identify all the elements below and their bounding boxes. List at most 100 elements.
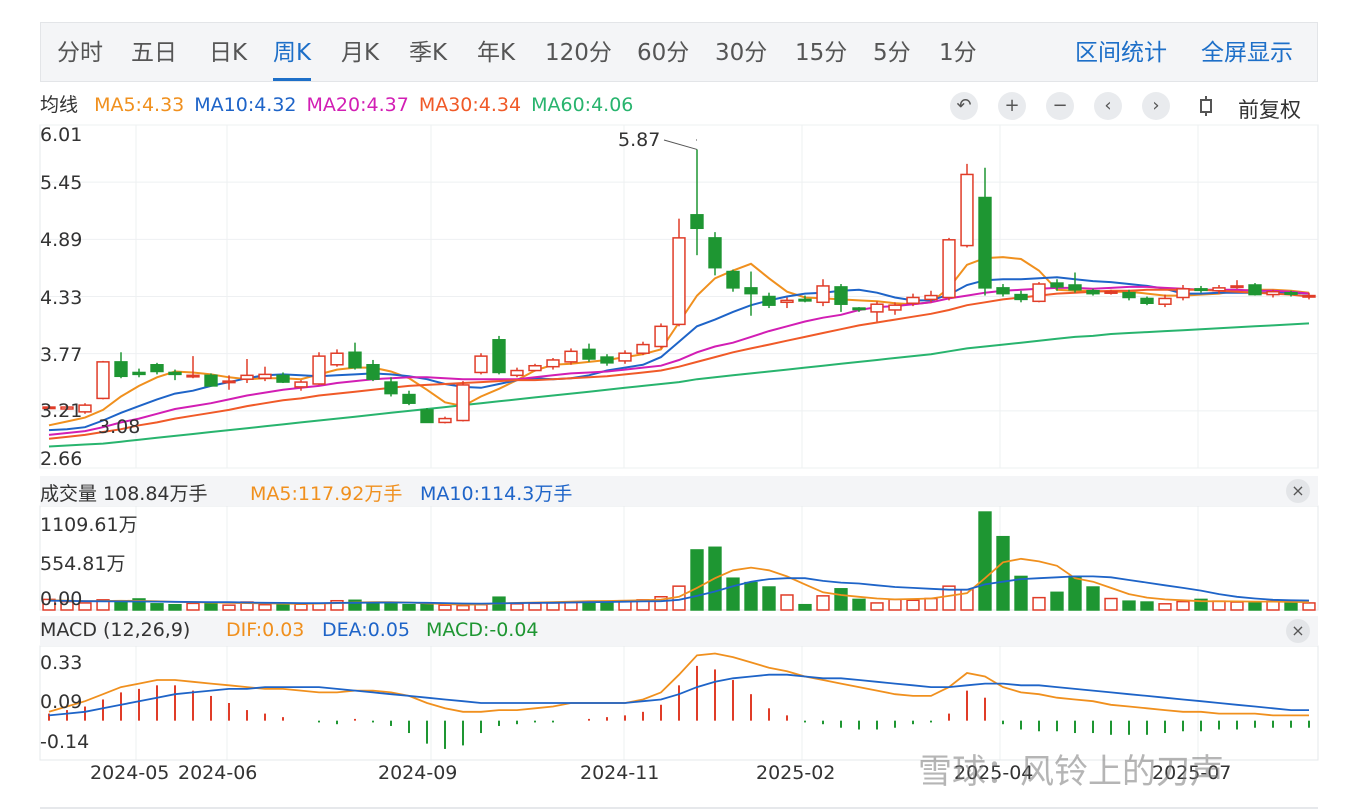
candle-down xyxy=(582,348,596,360)
volume-bar-up xyxy=(474,603,488,611)
period-tab-bar: 分时 五日 日K 周K 月K 季K 年K 120分 60分 30分 15分 5分 1分 区间统计 全屏显示 xyxy=(40,22,1318,82)
volume-legend-ma5: MA5:117.92万手 xyxy=(250,483,403,505)
price-tick-label: 6.01 xyxy=(40,124,83,146)
volume-bar-down xyxy=(114,600,128,611)
volume-bar-up xyxy=(1212,600,1226,611)
candle-up xyxy=(474,355,488,374)
volume-bar-down xyxy=(1122,600,1136,611)
candle-up xyxy=(942,239,956,299)
volume-bar-down xyxy=(384,603,398,611)
candle-up xyxy=(330,352,344,366)
tab-3[interactable]: 日K xyxy=(209,40,248,66)
ma-line-ma20 xyxy=(48,285,1310,436)
candle-up xyxy=(1212,287,1226,292)
undo-icon[interactable]: ↶ xyxy=(950,92,978,120)
candle-up xyxy=(222,380,236,384)
volume-bar-down xyxy=(1284,601,1298,611)
tab-4[interactable]: 周K xyxy=(273,23,312,83)
volume-bar-up xyxy=(222,604,236,611)
volume-bar-up xyxy=(438,604,452,611)
price-tick-label: 3.77 xyxy=(40,344,83,366)
minus-icon[interactable]: − xyxy=(1046,92,1074,120)
chevron-right-icon[interactable]: › xyxy=(1142,92,1170,120)
candle-up xyxy=(780,299,794,304)
close-macd-icon[interactable]: × xyxy=(1286,619,1310,643)
tab-2[interactable]: 五日 xyxy=(131,40,177,66)
price-tick-label: 2.66 xyxy=(40,448,83,470)
volume-bar-down xyxy=(1248,602,1262,611)
adjust-mode-button[interactable]: 前复权 xyxy=(1238,98,1301,122)
ma-legend-item: MA10:4.32 xyxy=(194,94,297,116)
candle-down xyxy=(150,364,164,373)
candle-up xyxy=(312,355,326,385)
volume-bar-up xyxy=(330,599,344,611)
volume-ma-line-ma10 xyxy=(48,575,1310,605)
volume-bar-up xyxy=(816,595,830,611)
candle-down xyxy=(204,374,218,387)
candle-up xyxy=(1158,297,1172,305)
tab-6[interactable]: 季K xyxy=(409,40,448,66)
candle-down xyxy=(1140,297,1154,304)
volume-legend-bar: 成交量 108.84万手 MA5:117.92万手 MA10:114.3万手 × xyxy=(40,476,1318,506)
candle-up xyxy=(1302,294,1316,298)
volume-tick-label: 554.81万 xyxy=(40,553,126,575)
ma-legend-item: MA30:4.34 xyxy=(418,94,522,116)
tab-12[interactable]: 5分 xyxy=(873,40,911,66)
volume-bar-up xyxy=(456,604,470,611)
candle-up xyxy=(456,384,470,422)
fullscreen-button[interactable]: 全屏显示 xyxy=(1201,40,1293,66)
volume-bar-up xyxy=(942,585,956,611)
volume-bar-up xyxy=(564,601,578,611)
candle-down xyxy=(762,295,776,306)
volume-bar-up xyxy=(1230,601,1244,611)
tab-10[interactable]: 30分 xyxy=(715,40,768,66)
macd-panel-frame xyxy=(39,645,1319,761)
volume-bar-down xyxy=(1140,601,1154,611)
tab-7[interactable]: 年K xyxy=(477,40,516,66)
volume-bar-down xyxy=(348,599,362,611)
volume-bar-up xyxy=(1158,603,1172,611)
candle-up xyxy=(78,404,92,413)
candlestick-icon[interactable] xyxy=(1192,92,1220,120)
range-stats-button[interactable]: 区间统计 xyxy=(1075,40,1167,66)
date-tick-label: 2025-07 xyxy=(1152,762,1232,784)
tab-5[interactable]: 月K xyxy=(341,40,380,66)
volume-bar-down xyxy=(726,577,740,611)
candle-up xyxy=(636,343,650,354)
plus-icon[interactable]: + xyxy=(998,92,1026,120)
candle-up xyxy=(654,325,668,348)
macd-tick-label: 0.09 xyxy=(40,691,83,713)
volume-bar-up xyxy=(924,597,938,611)
price-tick-label: 5.45 xyxy=(40,172,83,194)
volume-bar-up xyxy=(654,596,668,611)
candle-up xyxy=(1230,285,1244,289)
candle-up xyxy=(240,374,254,380)
volume-bar-up xyxy=(1104,597,1118,611)
candle-up xyxy=(546,359,560,368)
tab-8[interactable]: 120分 xyxy=(545,40,612,66)
price-tick-label: 3.21 xyxy=(40,400,83,422)
tab-9[interactable]: 60分 xyxy=(637,40,690,66)
volume-bar-down xyxy=(402,603,416,611)
volume-bar-down xyxy=(834,588,848,611)
tab-13[interactable]: 1分 xyxy=(939,40,977,66)
max-price-annotation: 5.87 xyxy=(618,129,661,151)
volume-bar-up xyxy=(1032,596,1046,611)
tab-1[interactable]: 分时 xyxy=(57,40,103,66)
candle-down xyxy=(1122,291,1136,299)
close-volume-icon[interactable]: × xyxy=(1286,479,1310,503)
tab-11[interactable]: 15分 xyxy=(795,40,848,66)
candle-down xyxy=(1248,284,1262,296)
candle-up xyxy=(924,294,938,301)
min-price-annotation: 3.08 xyxy=(98,416,141,438)
volume-bar-down xyxy=(852,598,866,611)
candle-down xyxy=(276,374,290,383)
volume-bar-down xyxy=(1194,598,1208,611)
volume-legend-label: 成交量 108.84万手 xyxy=(40,483,208,505)
volume-bar-down xyxy=(1086,586,1100,611)
candle-down xyxy=(744,287,758,295)
candle-down xyxy=(852,307,866,311)
ma-legend-title: 均线 xyxy=(40,94,79,116)
chevron-left-icon[interactable]: ‹ xyxy=(1094,92,1122,120)
